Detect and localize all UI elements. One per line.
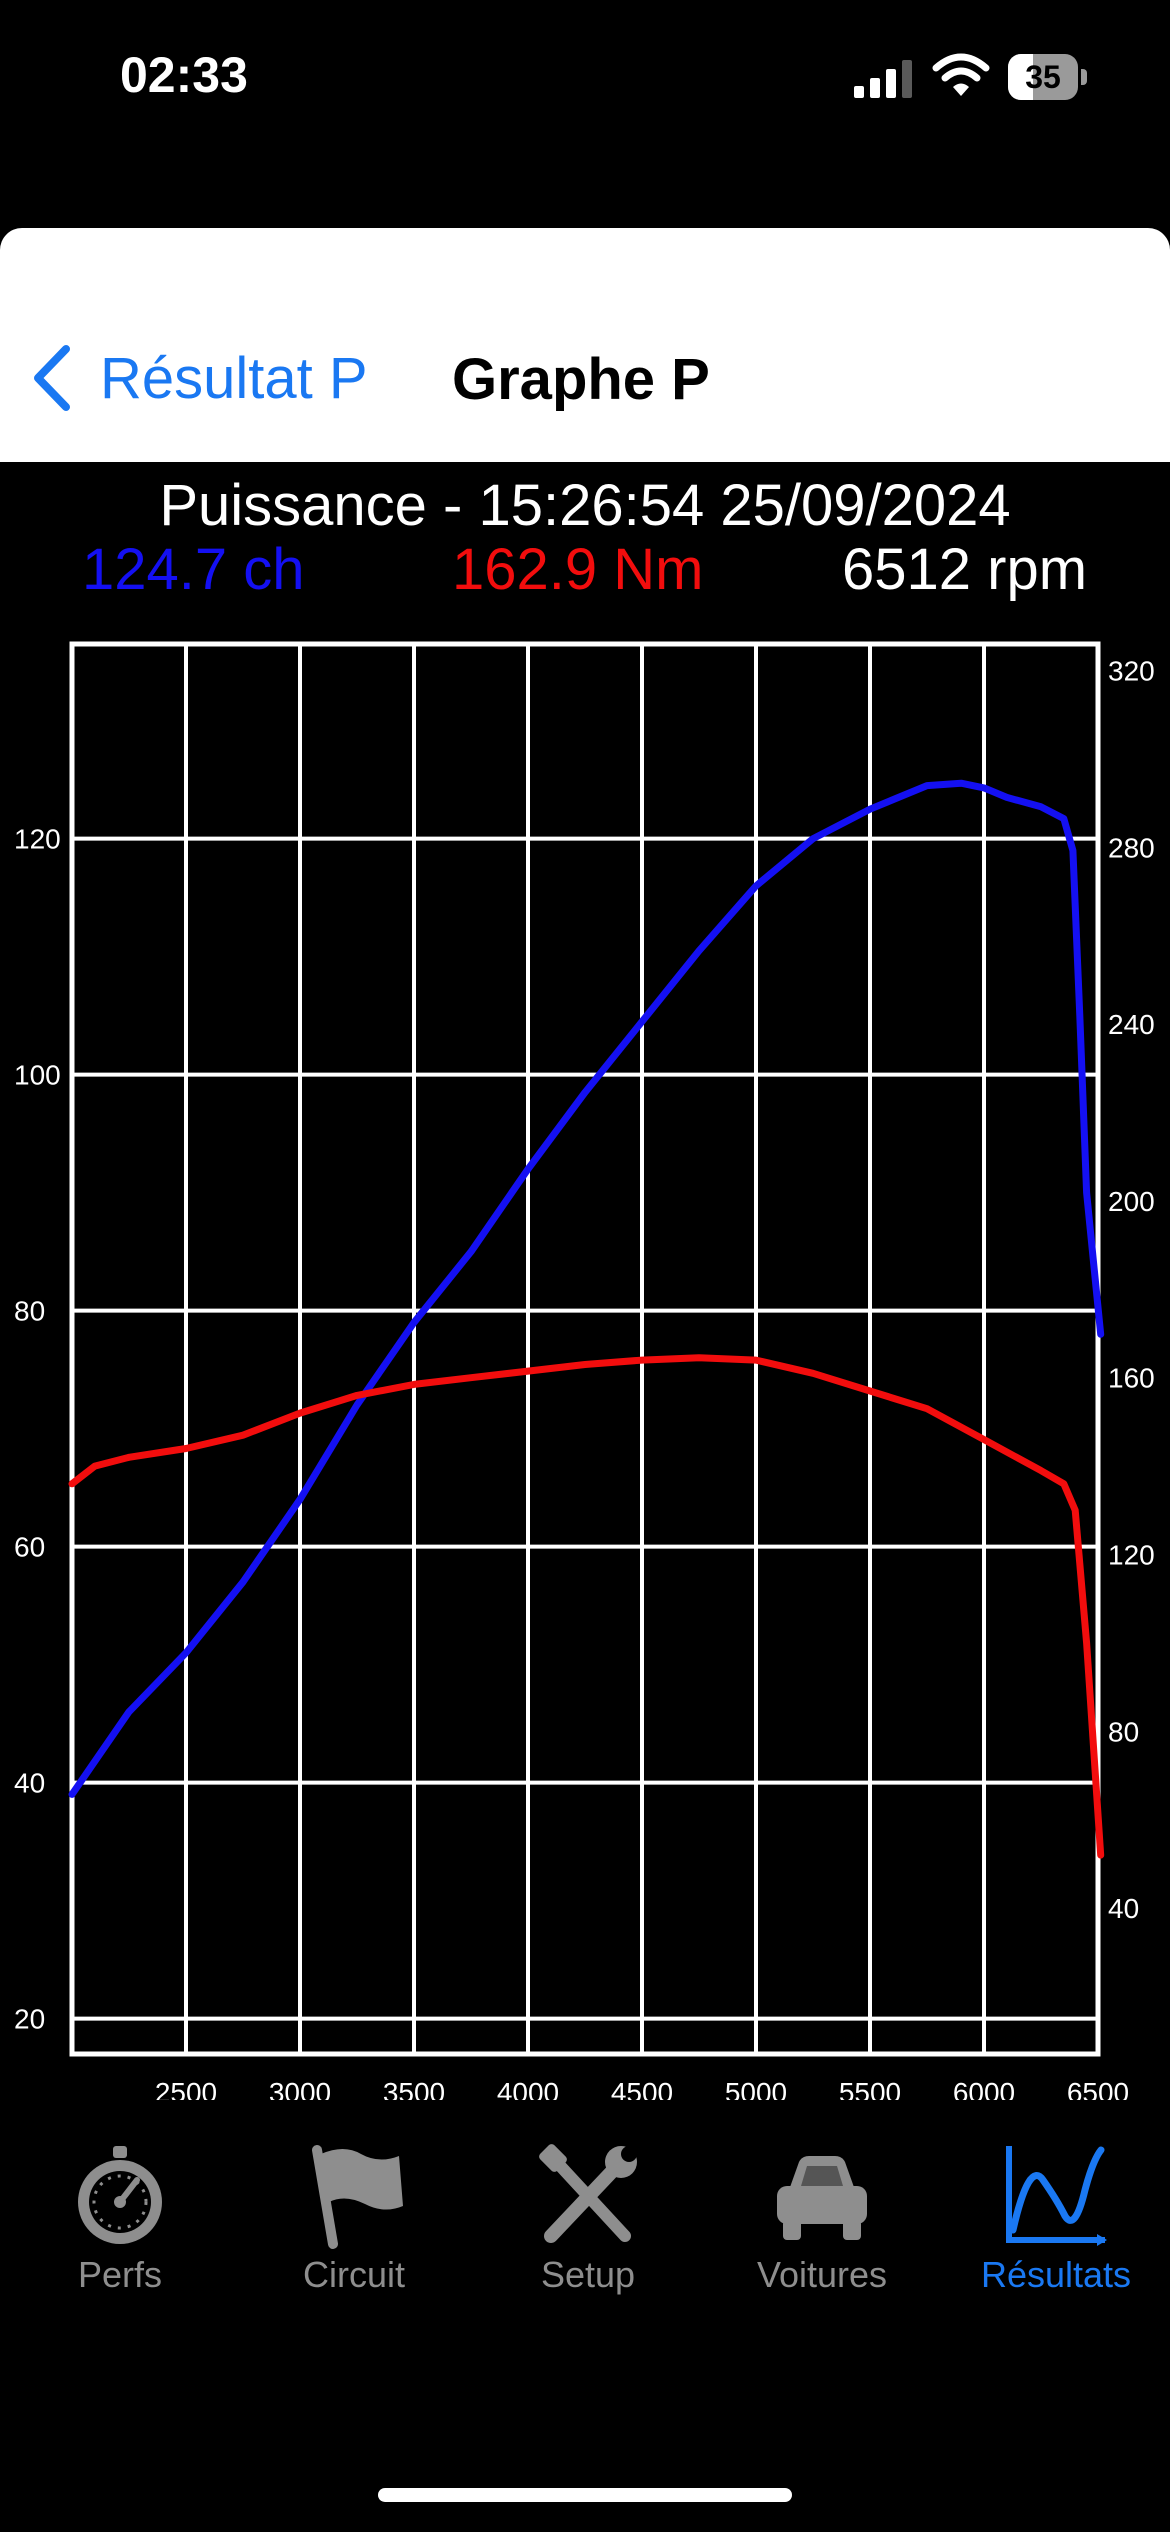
tab-label: Circuit: [302, 2254, 405, 2295]
x-tick-label: 5000: [725, 2077, 787, 2100]
wifi-icon: [932, 53, 990, 96]
tab-voitures[interactable]: Voitures: [702, 2130, 932, 2310]
back-button[interactable]: Résultat P: [28, 338, 368, 418]
battery-level: 35: [1025, 59, 1061, 95]
tools-icon: [539, 2144, 637, 2243]
tab-perfs[interactable]: Perfs: [0, 2130, 230, 2310]
left-tick-label: 20: [14, 2004, 45, 2035]
tab-label: Résultats: [980, 2254, 1132, 2295]
flag-icon: [312, 2145, 403, 2249]
status-time: 02:33: [120, 47, 248, 103]
x-tick-label: 2500: [155, 2077, 217, 2100]
left-tick-label: 100: [14, 1060, 61, 1091]
torque-readout: 162.9 Nm: [452, 537, 704, 602]
right-tick-label: 240: [1108, 1009, 1155, 1040]
battery-icon: 35: [1008, 54, 1088, 100]
back-label: Résultat P: [100, 345, 368, 411]
tab-bar: Perfs Circuit Setup Voitures: [0, 2130, 1170, 2310]
x-tick-label: 5500: [839, 2077, 901, 2100]
cellular-signal-icon: [854, 60, 912, 98]
tab-setup[interactable]: Setup: [468, 2130, 698, 2310]
chart-title: Puissance - 15:26:54 25/09/2024: [159, 473, 1011, 538]
tab-label: Perfs: [77, 2254, 163, 2295]
tab-circuit[interactable]: Circuit: [234, 2130, 464, 2310]
right-tick-label: 40: [1108, 1893, 1139, 1924]
power-curve: [68, 779, 1105, 1798]
rpm-readout: 6512 rpm: [842, 537, 1088, 602]
left-tick-label: 60: [14, 1532, 45, 1563]
navigation-bar: Résultat P Graphe P: [0, 228, 1170, 462]
tab-resultats[interactable]: Résultats: [936, 2130, 1166, 2310]
right-tick-label: 280: [1108, 832, 1155, 863]
x-tick-label: 4500: [611, 2077, 673, 2100]
x-tick-label: 6500: [1067, 2077, 1129, 2100]
torque-curve: [68, 1354, 1105, 1859]
power-readout: 124.7 ch: [82, 537, 305, 602]
tab-label: Setup: [540, 2254, 636, 2295]
chart-header: Puissance - 15:26:54 25/09/2024 124.7 ch…: [0, 462, 1170, 602]
plot-area: [69, 641, 1101, 2057]
power-torque-chart: 2500 3000 3500 4000 4500 5000 5500 6000 6500 20 40…: [14, 641, 1155, 2100]
stopwatch-icon: [78, 2146, 162, 2244]
status-bar: 02:33 35: [0, 0, 1170, 160]
chart-icon: [1006, 2146, 1107, 2246]
car-icon: [777, 2156, 867, 2240]
right-tick-label: 320: [1108, 656, 1155, 687]
left-tick-label: 40: [14, 1768, 45, 1799]
left-tick-label: 80: [14, 1296, 45, 1327]
right-tick-label: 160: [1108, 1363, 1155, 1394]
x-tick-label: 6000: [953, 2077, 1015, 2100]
page-title: Graphe P: [452, 347, 710, 412]
right-tick-label: 200: [1108, 1186, 1155, 1217]
x-tick-label: 4000: [497, 2077, 559, 2100]
right-tick-label: 80: [1108, 1716, 1139, 1747]
tab-label: Voitures: [756, 2254, 888, 2295]
chevron-left-icon: [34, 345, 70, 411]
home-indicator: [378, 2488, 792, 2502]
left-tick-label: 120: [14, 824, 61, 855]
right-tick-label: 120: [1108, 1540, 1155, 1571]
x-tick-label: 3000: [269, 2077, 331, 2100]
x-tick-label: 3500: [383, 2077, 445, 2100]
